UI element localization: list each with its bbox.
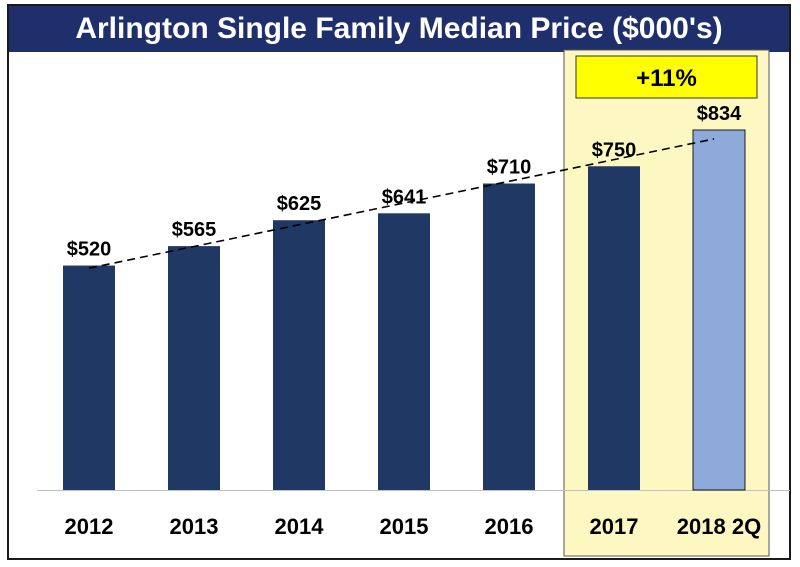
tick-label-2012: 2012: [65, 514, 114, 539]
bar-2012: [63, 265, 115, 490]
bar-2015: [378, 213, 430, 490]
data-label-2014: $625: [277, 193, 322, 215]
tick-label-2014: 2014: [275, 514, 325, 539]
data-label-2016: $710: [487, 157, 532, 179]
trend-line: [88, 138, 715, 269]
data-label-2017: $750: [592, 139, 637, 161]
tick-label-2017: 2017: [590, 514, 639, 539]
chart-title: Arlington Single Family Median Price ($0…: [9, 6, 789, 52]
growth-badge-label: +11%: [636, 65, 697, 92]
data-label-2015: $641: [382, 186, 427, 208]
data-label-2018-2q: $834: [697, 103, 742, 125]
tick-label-2016: 2016: [485, 514, 534, 539]
bar-2017: [588, 166, 640, 491]
bar-2018-2q: [692, 129, 746, 491]
data-label-2013: $565: [172, 219, 217, 241]
bar-2013: [168, 246, 220, 490]
bar-2014: [273, 220, 325, 490]
bar-2016: [483, 183, 535, 490]
tick-label-2015: 2015: [380, 514, 429, 539]
tick-label-2013: 2013: [170, 514, 219, 539]
tick-label-2018-2q: 2018 2Q: [677, 514, 761, 539]
data-label-2012: $520: [67, 239, 112, 261]
growth-badge: [575, 55, 758, 99]
